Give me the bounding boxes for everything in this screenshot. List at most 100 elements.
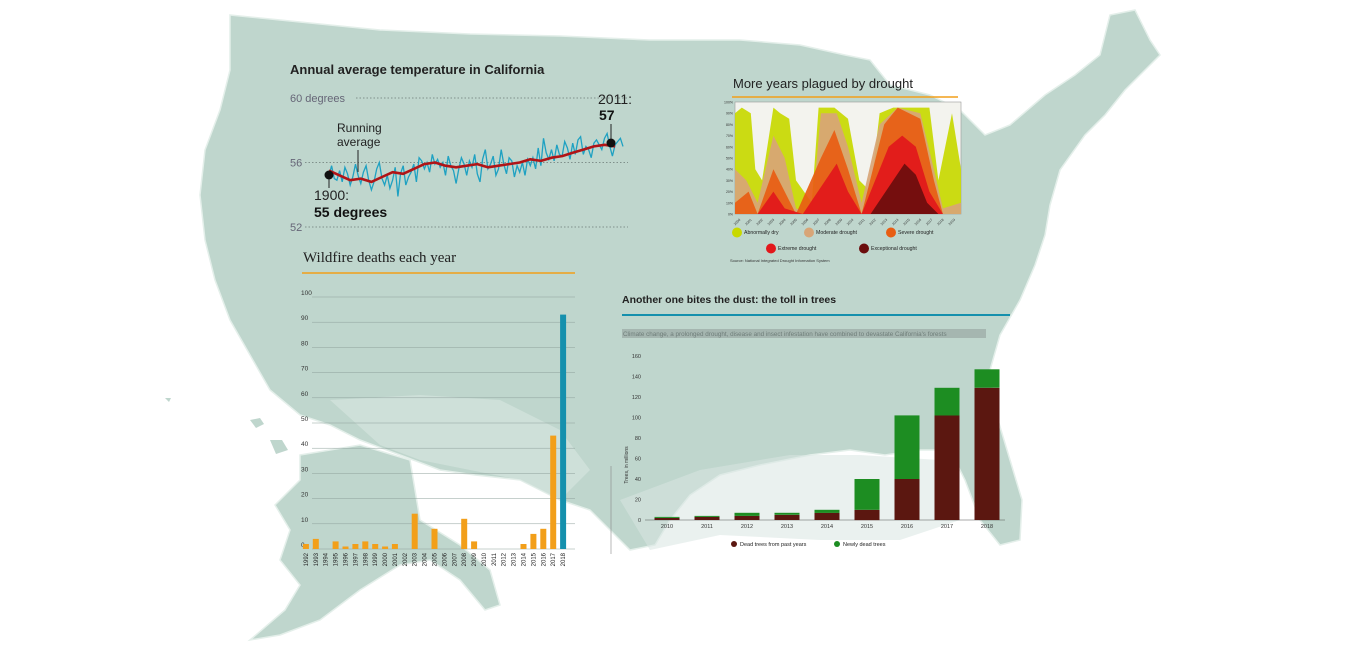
wildfire-x-tick-label: 2002 [403, 552, 409, 566]
trees-bar-past [654, 518, 680, 520]
running-average-label-2: average [337, 135, 381, 149]
drought-x-tick-label: 2017 [925, 218, 933, 226]
wildfire-bar [372, 544, 379, 549]
wildfire-x-tick-label: 2011 [492, 552, 498, 566]
wildfire-bar [332, 541, 339, 549]
wildfire-x-tick-label: 1995 [334, 552, 340, 566]
map-light-region [330, 395, 590, 500]
trees-y-tick-label: 20 [635, 498, 641, 504]
wildfire-bar [471, 541, 478, 549]
wildfire-bar [382, 546, 389, 549]
wildfire-x-tick-label: 1993 [314, 552, 320, 566]
wildfire-bar [431, 528, 438, 549]
wildfire-y-tick-label: 100 [301, 290, 312, 297]
wildfire-x-tick-label: 2017 [551, 552, 557, 566]
drought-legend-swatch [766, 243, 776, 254]
running-average-label-1: Running [337, 121, 382, 135]
wildfire-bar [530, 533, 537, 549]
trees-x-tick-label: 2012 [741, 524, 753, 530]
trees-y-tick-label: 40 [635, 477, 641, 483]
drought-chart-title: More years plagued by drought [733, 76, 913, 91]
wildfire-chart: Wildfire deaths each year 01020304050607… [301, 250, 575, 566]
trees-x-tick-label: 2013 [781, 524, 793, 530]
drought-y-tick-label: 70% [726, 134, 733, 138]
trees-x-tick-label: 2017 [941, 524, 953, 530]
wildfire-x-tick-label: 2015 [531, 552, 537, 566]
map-light-region-se [620, 455, 960, 550]
wildfire-bar [520, 544, 527, 549]
drought-x-tick-label: 2000 [733, 218, 741, 226]
trees-bar-new [774, 512, 800, 515]
drought-y-tick-label: 50% [726, 157, 733, 161]
drought-y-tick-label: 10% [726, 201, 733, 205]
start-point-marker [324, 170, 334, 180]
wildfire-y-tick-label: 80 [301, 340, 309, 347]
wildfire-bar [560, 314, 567, 549]
wildfire-bar [362, 541, 369, 549]
trees-legend-label-new: Newly dead trees [843, 542, 886, 548]
trees-legend-label-past: Dead trees from past years [740, 542, 807, 548]
trees-y-tick-label: 140 [632, 375, 641, 381]
wildfire-x-tick-label: 2016 [541, 552, 547, 566]
trees-y-axis-label: Trees, in millions [624, 446, 630, 484]
wildfire-x-tick-label: 1994 [324, 552, 330, 566]
trees-chart: Another one bites the dust: the toll in … [610, 294, 1010, 554]
wildfire-bar [391, 544, 398, 549]
drought-legend-label: Extreme drought [778, 246, 817, 252]
trees-x-tick-label: 2014 [821, 524, 833, 530]
wildfire-bar [342, 546, 349, 549]
drought-x-tick-label: 2010 [846, 218, 854, 226]
drought-x-tick-label: 2019 [948, 218, 956, 226]
drought-x-tick-label: 2016 [914, 218, 922, 226]
wildfire-x-tick-label: 2009 [472, 552, 478, 566]
drought-x-tick-label: 2003 [767, 218, 775, 226]
wildfire-x-tick-label: 2012 [502, 552, 508, 566]
trees-bar-new [814, 509, 840, 513]
drought-x-tick-label: 2001 [744, 218, 752, 226]
drought-x-tick-label: 2012 [869, 218, 877, 226]
wildfire-bar [352, 544, 359, 549]
drought-y-tick-label: 20% [726, 190, 733, 194]
wildfire-y-tick-label: 30 [301, 466, 309, 473]
wildfire-chart-title: Wildfire deaths each year [303, 250, 456, 266]
trees-legend-swatch-past [731, 541, 737, 547]
drought-x-tick-label: 2015 [902, 218, 910, 226]
wildfire-x-tick-label: 2005 [433, 552, 439, 566]
drought-legend-label: Moderate drought [816, 230, 858, 236]
wildfire-x-tick-label: 2006 [442, 552, 448, 566]
wildfire-y-tick-label: 40 [301, 441, 309, 448]
trees-y-tick-label: 120 [632, 395, 641, 401]
trees-bar-new [894, 415, 920, 479]
drought-y-tick-label: 30% [726, 179, 733, 183]
running-average-line [328, 143, 616, 184]
wildfire-x-tick-label: 1992 [304, 552, 310, 566]
drought-legend-label: Abnormally dry [744, 230, 779, 236]
drought-x-tick-label: 2011 [858, 218, 866, 226]
wildfire-bar [540, 528, 547, 549]
wildfire-x-tick-label: 2003 [413, 552, 419, 566]
trees-bar-past [974, 387, 1000, 520]
wildfire-x-tick-label: 1996 [344, 552, 350, 566]
trees-y-tick-label: 100 [632, 416, 641, 422]
wildfire-y-tick-label: 60 [301, 391, 309, 398]
trees-bar-past [774, 514, 800, 520]
wildfire-bar [302, 544, 309, 549]
drought-y-tick-label: 80% [726, 123, 733, 127]
wildfire-bar [461, 518, 468, 549]
trees-y-tick-label: 160 [632, 354, 641, 360]
wildfire-bar [550, 435, 557, 549]
wildfire-x-tick-label: 1998 [363, 552, 369, 566]
temperature-chart: Annual average temperature in California… [290, 62, 632, 234]
trees-x-tick-label: 2010 [661, 524, 673, 530]
start-value-label: 55 degrees [314, 204, 387, 220]
end-point-marker [606, 138, 616, 148]
drought-legend-swatch [732, 227, 742, 238]
end-value-label: 57 [599, 107, 615, 123]
trees-x-tick-label: 2015 [861, 524, 873, 530]
trees-subtitle: Climate change, a prolonged drought, dis… [623, 331, 947, 338]
wildfire-x-tick-label: 2010 [482, 552, 488, 566]
trees-y-tick-label: 0 [638, 518, 641, 524]
trees-bar-past [854, 509, 880, 521]
wildfire-y-tick-label: 70 [301, 366, 309, 373]
